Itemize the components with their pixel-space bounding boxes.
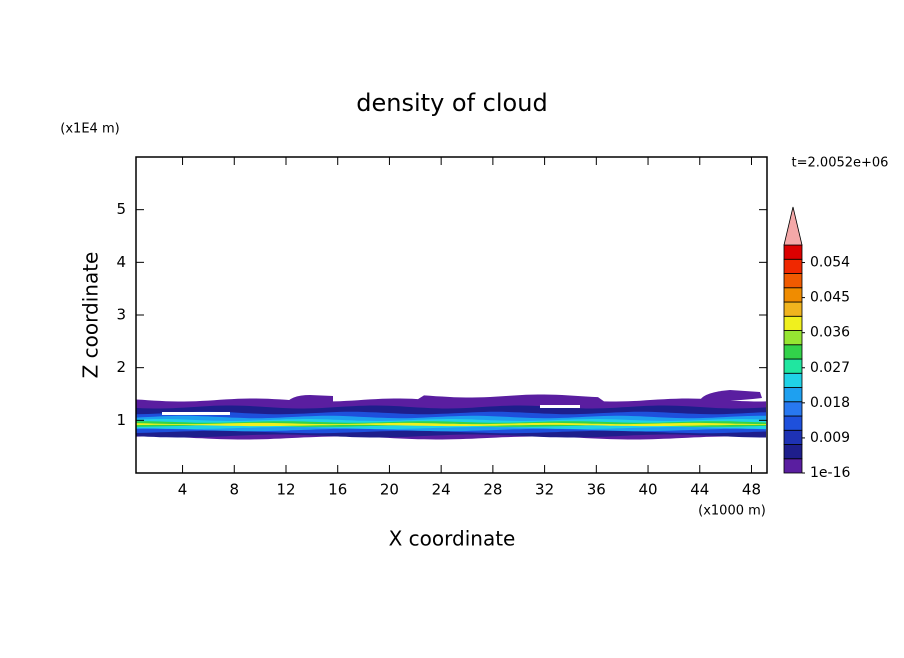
x-tick-label: 44 [690,481,709,499]
x-tick-label: 36 [587,481,606,499]
contour-gap [540,405,580,408]
x-tick-label: 28 [483,481,502,499]
colorbar-box [783,387,803,403]
y-tick-label: 5 [116,200,126,218]
x-tick-label: 20 [380,481,399,499]
colorbar-tick-label: 0.036 [810,325,850,341]
x-tick-label: 40 [638,481,657,499]
y-unit: (x1E4 m) [60,122,119,137]
y-tick-label: 4 [116,253,126,271]
time-label: t=2.0052e+06 [792,156,889,171]
colorbar-box [783,444,803,460]
x-unit: (x1000 m) [698,504,766,519]
colorbar-box [783,287,803,303]
colorbar-tick-label: 1e-16 [810,465,850,481]
colorbar-box [783,258,803,274]
colorbar-box [783,315,803,331]
colorbar-box [783,415,803,431]
y-tick-label: 3 [116,306,126,324]
x-tick-label: 16 [328,481,347,499]
x-tick-label: 4 [178,481,188,499]
colorbar-box [783,429,803,445]
x-tick-label: 12 [276,481,295,499]
colorbar-box [783,273,803,289]
colorbar-box [783,344,803,360]
contour-field [136,390,766,440]
colorbar-tick-label: 0.009 [810,430,850,446]
colorbar-box [783,301,803,317]
x-axis-label: X coordinate [389,527,516,551]
colorbar-box [783,401,803,417]
colorbar-tick-label: 0.054 [810,255,850,271]
contour-band [136,422,766,427]
y-axis-label: Z coordinate [79,252,103,379]
chart-title: density of cloud [356,89,547,117]
colorbar-over [783,206,803,246]
y-tick-label: 1 [116,411,126,429]
y-tick-label: 2 [116,358,126,376]
colorbar-box [783,358,803,374]
x-tick-label: 48 [742,481,761,499]
colorbar-box [783,458,803,474]
colorbar-box [783,372,803,388]
contour-gap [162,412,230,415]
colorbar-tick-label: 0.045 [810,290,850,306]
contour-band [700,390,762,401]
colorbar-tick-label: 0.027 [810,360,850,376]
x-tick-label: 24 [432,481,451,499]
colorbar-box [783,244,803,260]
colorbar-box [783,330,803,346]
contour-band [285,395,333,406]
x-tick-label: 32 [535,481,554,499]
colorbar-tick-label: 0.018 [810,395,850,411]
x-tick-label: 8 [229,481,239,499]
